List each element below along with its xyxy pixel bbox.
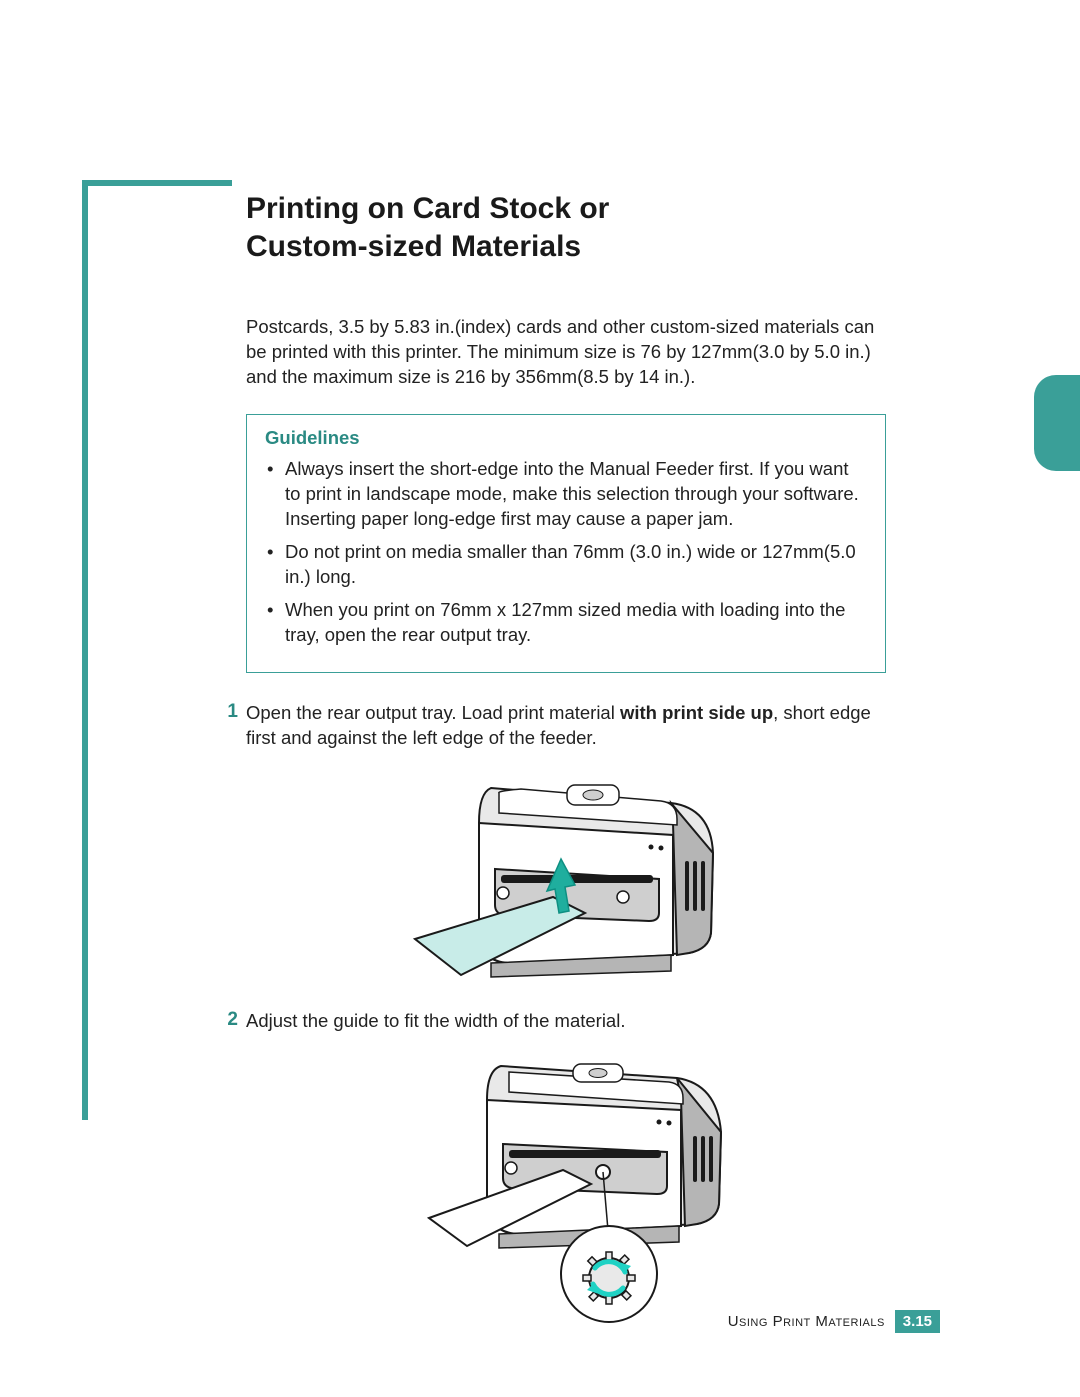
step-text-prefix: Open the rear output tray. Load print ma…: [246, 702, 620, 723]
page-footer: Using Print Materials 3.15: [728, 1310, 940, 1333]
chapter-number: 3.: [903, 1313, 916, 1330]
step-number: 1: [220, 701, 246, 751]
step: 2 Adjust the guide to fit the width of t…: [246, 1009, 886, 1034]
guidelines-heading: Guidelines: [265, 427, 867, 449]
content-column: Printing on Card Stock or Custom-sized M…: [246, 190, 886, 1352]
intro-paragraph: Postcards, 3.5 by 5.83 in.(index) cards …: [246, 315, 886, 390]
step-text: Open the rear output tray. Load print ma…: [246, 701, 886, 751]
figure-adjust-guide: [246, 1046, 886, 1326]
corner-rule-horizontal: [82, 180, 232, 186]
section-thumb-tab: [1034, 375, 1080, 471]
step-number: 2: [220, 1009, 246, 1034]
footer-section-label: Using Print Materials: [728, 1313, 885, 1330]
page-number: 15: [915, 1313, 932, 1330]
guidelines-box: Guidelines Always insert the short-edge …: [246, 414, 886, 673]
guidelines-item: When you print on 76mm x 127mm sized med…: [265, 598, 867, 648]
corner-rule-vertical: [82, 180, 88, 1120]
guidelines-item: Always insert the short-edge into the Ma…: [265, 457, 867, 532]
manual-page: Printing on Card Stock or Custom-sized M…: [0, 0, 1080, 1397]
title-line-2: Custom-sized Materials: [246, 230, 581, 263]
guidelines-list: Always insert the short-edge into the Ma…: [265, 457, 867, 648]
step-text: Adjust the guide to fit the width of the…: [246, 1009, 886, 1034]
page-number-badge: 3.15: [895, 1310, 940, 1333]
section-heading: Printing on Card Stock or Custom-sized M…: [246, 190, 886, 265]
step-text-bold: with print side up: [620, 702, 773, 723]
guidelines-item: Do not print on media smaller than 76mm …: [265, 540, 867, 590]
title-line-1: Printing on Card Stock or: [246, 192, 609, 225]
figure-load-paper: [246, 763, 886, 983]
printer-illustration-icon: [371, 763, 761, 983]
printer-illustration-icon: [371, 1046, 761, 1326]
step-text-prefix: Adjust the guide to fit the width of the…: [246, 1010, 625, 1031]
step: 1 Open the rear output tray. Load print …: [246, 701, 886, 751]
